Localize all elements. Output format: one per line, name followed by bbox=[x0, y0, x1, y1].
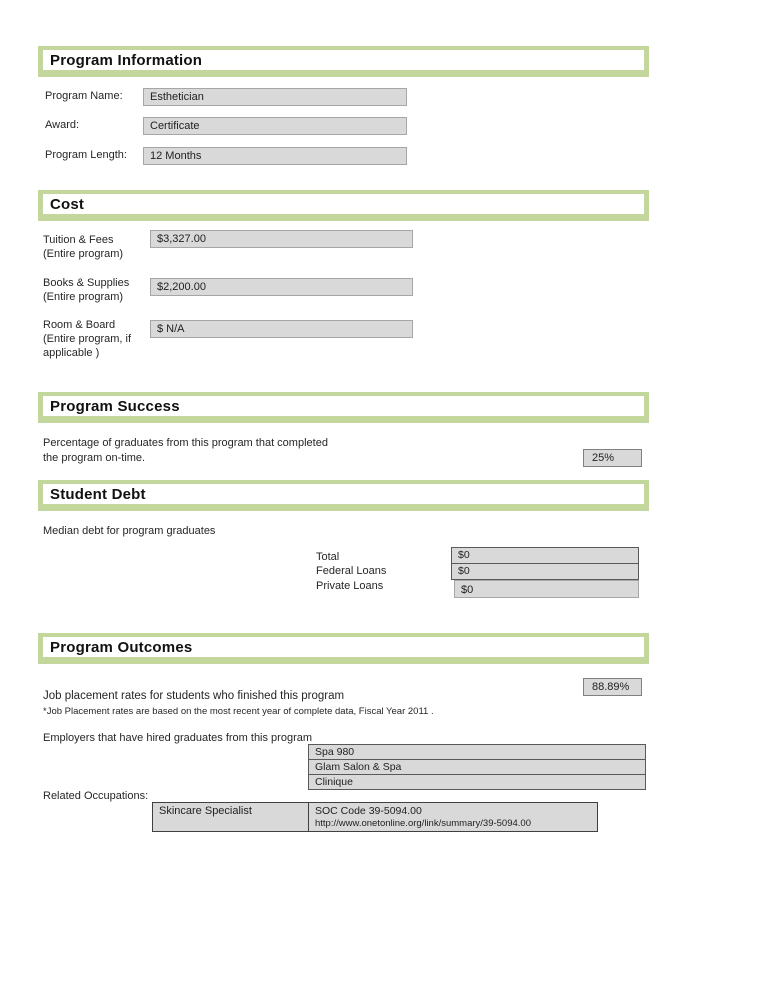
field-program-name: Esthetician bbox=[143, 88, 407, 106]
label-line: (Entire program) bbox=[43, 248, 124, 260]
employers-label: Employers that have hired graduates from… bbox=[43, 732, 313, 744]
field-books-supplies: $2,200.00 bbox=[150, 278, 413, 296]
description-line: Percentage of graduates from this progra… bbox=[43, 437, 328, 449]
employers-table: Spa 980 Glam Salon & Spa Clinique bbox=[308, 744, 646, 790]
label-books-supplies: Books & Supplies (Entire program) bbox=[43, 276, 129, 304]
label-line: Books & Supplies bbox=[43, 277, 130, 289]
label-program-length: Program Length: bbox=[45, 149, 127, 161]
occupation-link[interactable]: http://www.onetonline.org/link/summary/3… bbox=[315, 818, 531, 829]
section-header-program-outcomes: Program Outcomes bbox=[38, 633, 649, 664]
field-program-length: 12 Months bbox=[143, 147, 407, 165]
occupation-soc-code: SOC Code 39-5094.00 bbox=[315, 805, 422, 817]
job-placement-footnote: *Job Placement rates are based on the mo… bbox=[43, 706, 434, 717]
label-line: (Entire program) bbox=[43, 291, 124, 303]
label-award: Award: bbox=[45, 119, 80, 131]
field-award: Certificate bbox=[143, 117, 407, 135]
label-line: Tuition & Fees bbox=[43, 234, 114, 246]
label-program-name: Program Name: bbox=[45, 90, 123, 102]
label-line: Room & Board bbox=[43, 319, 116, 331]
employer-row: Spa 980 bbox=[315, 746, 355, 758]
label-line: applicable ) bbox=[43, 347, 100, 359]
label-debt-total: Total bbox=[316, 551, 340, 563]
label-tuition-fees: Tuition & Fees (Entire program) bbox=[43, 233, 123, 261]
section-title: Program Outcomes bbox=[50, 638, 193, 656]
occupation-name-cell: Skincare Specialist bbox=[153, 803, 309, 831]
section-title: Program Success bbox=[50, 397, 180, 415]
section-header-program-success: Program Success bbox=[38, 392, 649, 423]
job-placement-label: Job placement rates for students who fin… bbox=[43, 690, 345, 702]
occupation-details-cell: SOC Code 39-5094.00 http://www.onetonlin… bbox=[309, 803, 597, 831]
label-debt-private-loans: Private Loans bbox=[316, 580, 384, 592]
related-occupations-table: Skincare Specialist SOC Code 39-5094.00 … bbox=[152, 802, 598, 832]
section-title: Program Information bbox=[50, 51, 203, 69]
label-debt-federal-loans: Federal Loans bbox=[316, 565, 387, 577]
section-title: Cost bbox=[50, 195, 85, 213]
field-room-board: $ N/A bbox=[150, 320, 413, 338]
section-header-student-debt: Student Debt bbox=[38, 480, 649, 511]
section-header-cost: Cost bbox=[38, 190, 649, 221]
debt-value-total: $0 bbox=[458, 549, 470, 561]
job-placement-rate-value: 88.89% bbox=[583, 678, 642, 696]
median-debt-description: Median debt for program graduates bbox=[43, 525, 216, 537]
debt-value-federal-loans: $0 bbox=[452, 563, 638, 579]
employer-row: Glam Salon & Spa bbox=[309, 759, 645, 774]
debt-values-table: $0 $0 bbox=[451, 547, 639, 580]
debt-value-private-loans: $0 bbox=[454, 580, 639, 598]
label-room-board: Room & Board (Entire program, if applica… bbox=[43, 318, 131, 360]
employer-row: Clinique bbox=[309, 774, 645, 789]
completion-rate-description: Percentage of graduates from this progra… bbox=[43, 436, 328, 466]
section-title: Student Debt bbox=[50, 485, 146, 503]
description-line: the program on-time. bbox=[43, 452, 146, 464]
related-occupations-label: Related Occupations: bbox=[43, 790, 149, 802]
label-line: (Entire program, if bbox=[43, 333, 132, 345]
field-tuition-fees: $3,327.00 bbox=[150, 230, 413, 248]
completion-rate-value: 25% bbox=[583, 449, 642, 467]
section-header-program-information: Program Information bbox=[38, 46, 649, 77]
